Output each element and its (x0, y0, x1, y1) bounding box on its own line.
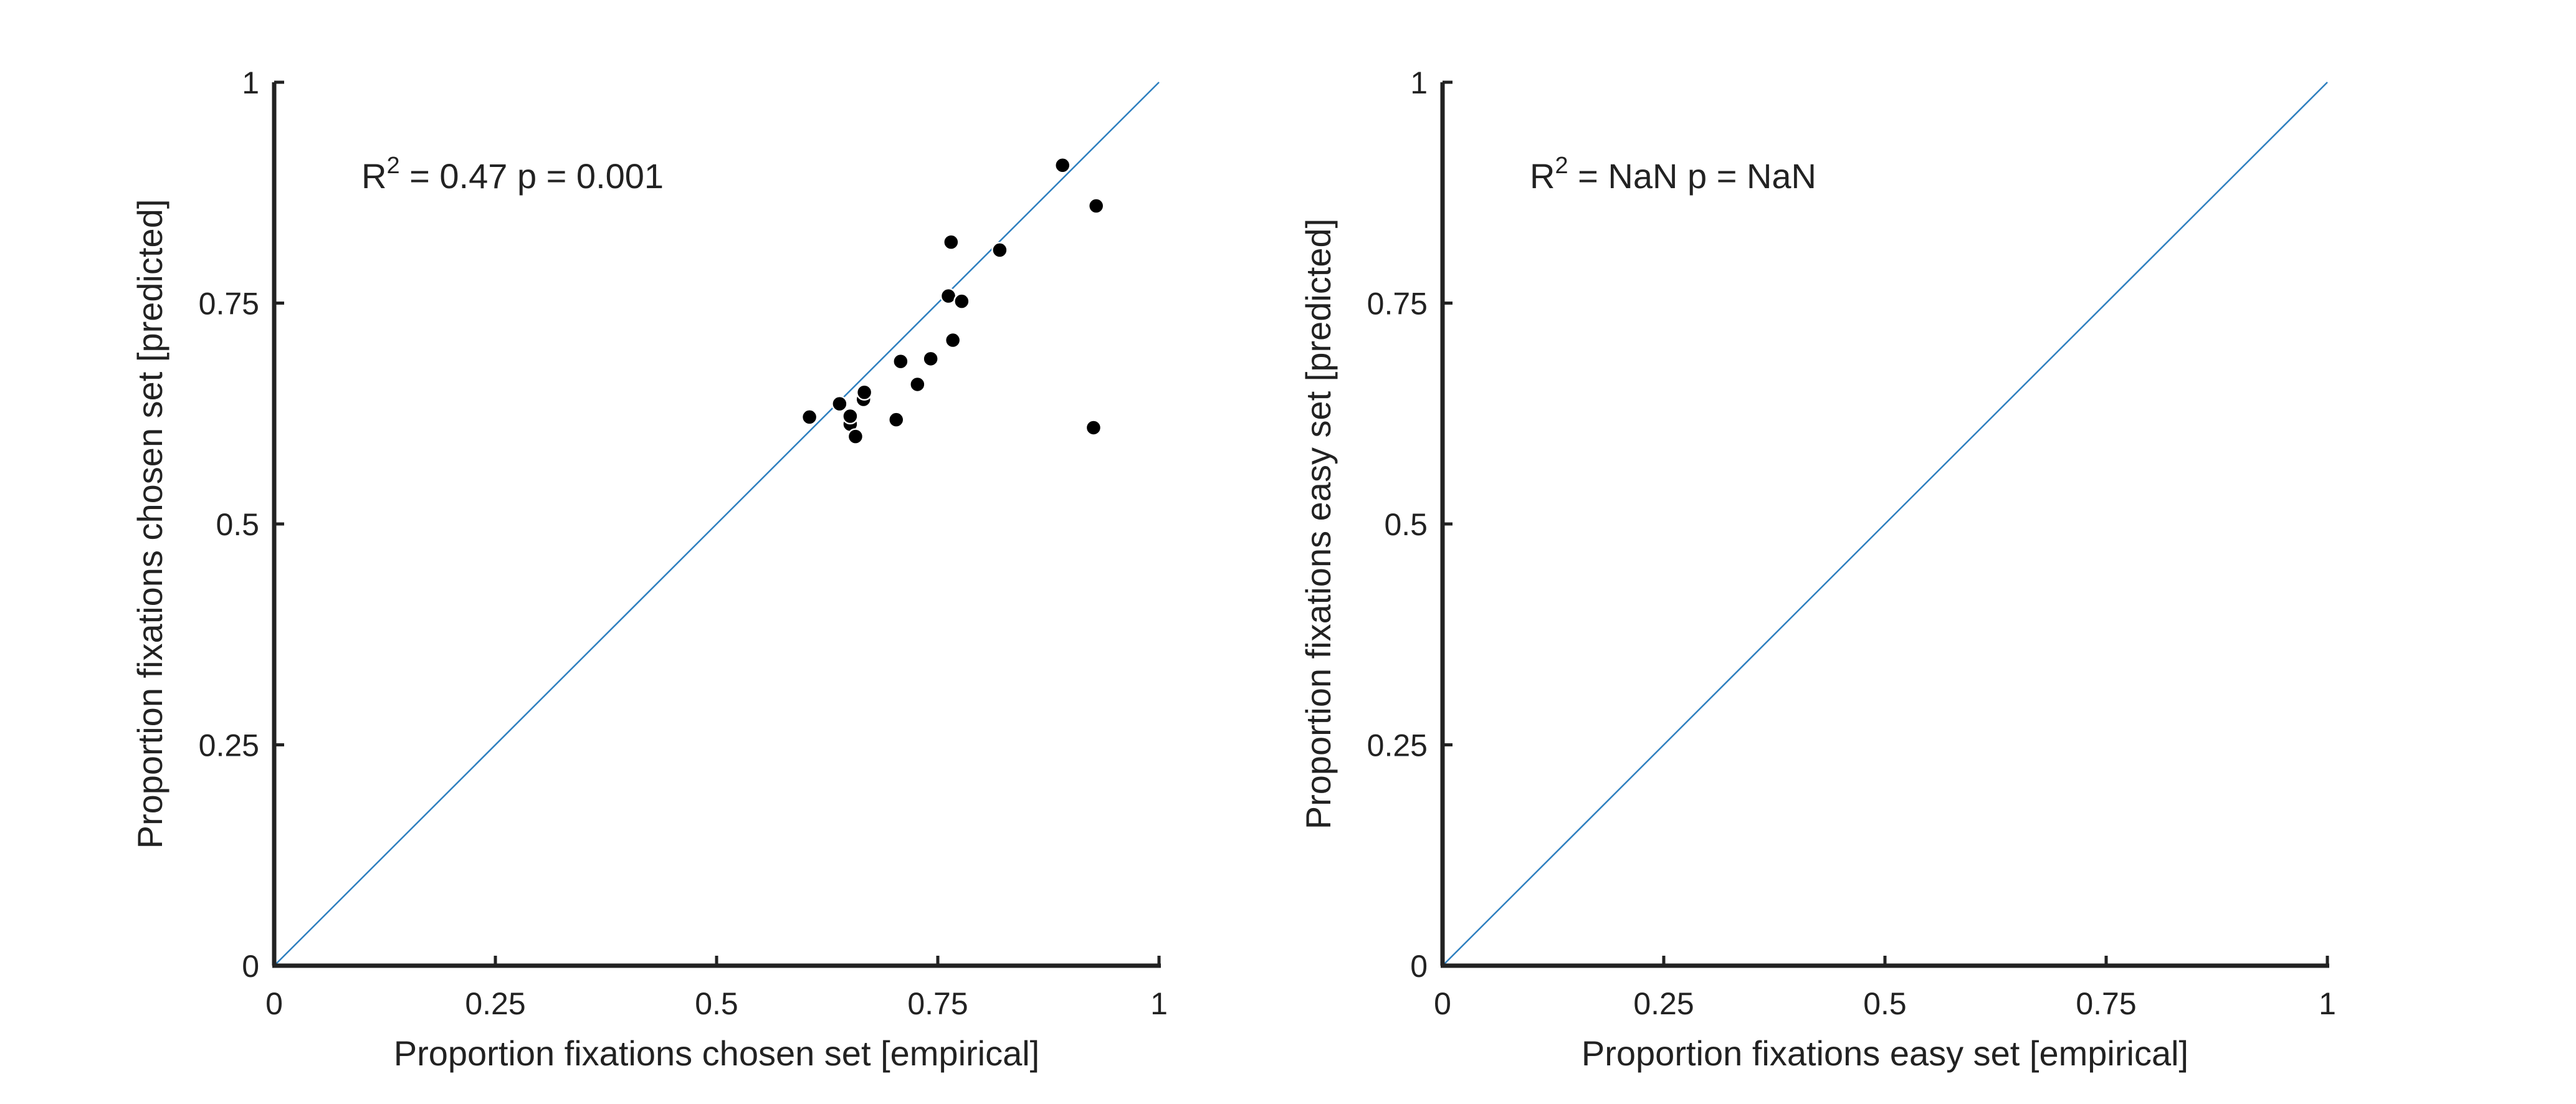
scatter-panel-1: 0 0.25 0.5 0.75 1 0 0.25 0.5 0.75 1 Proportion fix… (130, 65, 1168, 1073)
x-tick-label: 0.25 (465, 986, 525, 1021)
data-point (892, 353, 909, 370)
y-axis-label: Proportion fixations easy set [predicted… (1299, 219, 1338, 830)
data-point (909, 376, 926, 393)
x-tick-label: 0.75 (2076, 986, 2136, 1021)
x-tick-label: 0 (265, 986, 283, 1021)
data-point (953, 293, 970, 310)
y-tick-label: 0.25 (199, 728, 259, 763)
x-tick-label: 0.5 (695, 986, 738, 1021)
r2-symbol: R (361, 156, 386, 196)
y-tick-label: 0.75 (199, 287, 259, 321)
data-point (842, 407, 859, 425)
y-tick-label: 0 (242, 949, 259, 984)
x-tick-label: 0.25 (1633, 986, 1694, 1021)
y-tick-label: 0.5 (216, 507, 259, 542)
y-tick-label: 0.5 (1384, 507, 1428, 542)
y-axis-label: Proportion fixations chosen set [predict… (130, 199, 169, 849)
data-point (944, 331, 961, 349)
data-point (1087, 197, 1105, 214)
data-point (943, 234, 960, 250)
stats-values: = NaN p = NaN (1568, 156, 1816, 196)
data-point (1085, 419, 1102, 436)
data-point (1054, 157, 1071, 174)
x-tick-label: 0.75 (907, 986, 968, 1021)
stats-annotation: R2 = 0.47 p = 0.001 (361, 153, 664, 196)
data-point (801, 409, 818, 426)
x-tick-label: 1 (1150, 986, 1168, 1021)
stats-annotation: R2 = NaN p = NaN (1530, 153, 1816, 196)
data-point (888, 411, 905, 428)
y-tick-label: 1 (1410, 65, 1428, 100)
x-tick-label: 0.5 (1863, 986, 1907, 1021)
y-tick-label: 0 (1410, 949, 1428, 984)
scatter-panel-2: 0 0.25 0.5 0.75 1 0 0.25 0.5 0.75 1 Proportion fix… (1299, 65, 2336, 1073)
stats-values: = 0.47 p = 0.001 (400, 156, 664, 196)
x-axis-label: Proportion fixations easy set [empirical… (1581, 1034, 2188, 1073)
identity-line (274, 82, 1160, 966)
data-point (847, 428, 864, 445)
data-point (831, 395, 848, 412)
identity-line (1442, 82, 2328, 966)
data-point (991, 242, 1008, 259)
r2-superscript: 2 (386, 153, 399, 179)
x-tick-label: 1 (2319, 986, 2336, 1021)
data-point (922, 350, 939, 368)
r2-superscript: 2 (1555, 153, 1568, 179)
y-tick-label: 1 (242, 65, 259, 100)
x-axis-label: Proportion fixations chosen set [empiric… (394, 1034, 1040, 1073)
r2-symbol: R (1530, 156, 1555, 196)
y-tick-label: 0.25 (1367, 728, 1428, 763)
data-point (856, 384, 873, 401)
y-tick-label: 0.75 (1367, 287, 1428, 321)
x-tick-label: 0 (1434, 986, 1451, 1021)
